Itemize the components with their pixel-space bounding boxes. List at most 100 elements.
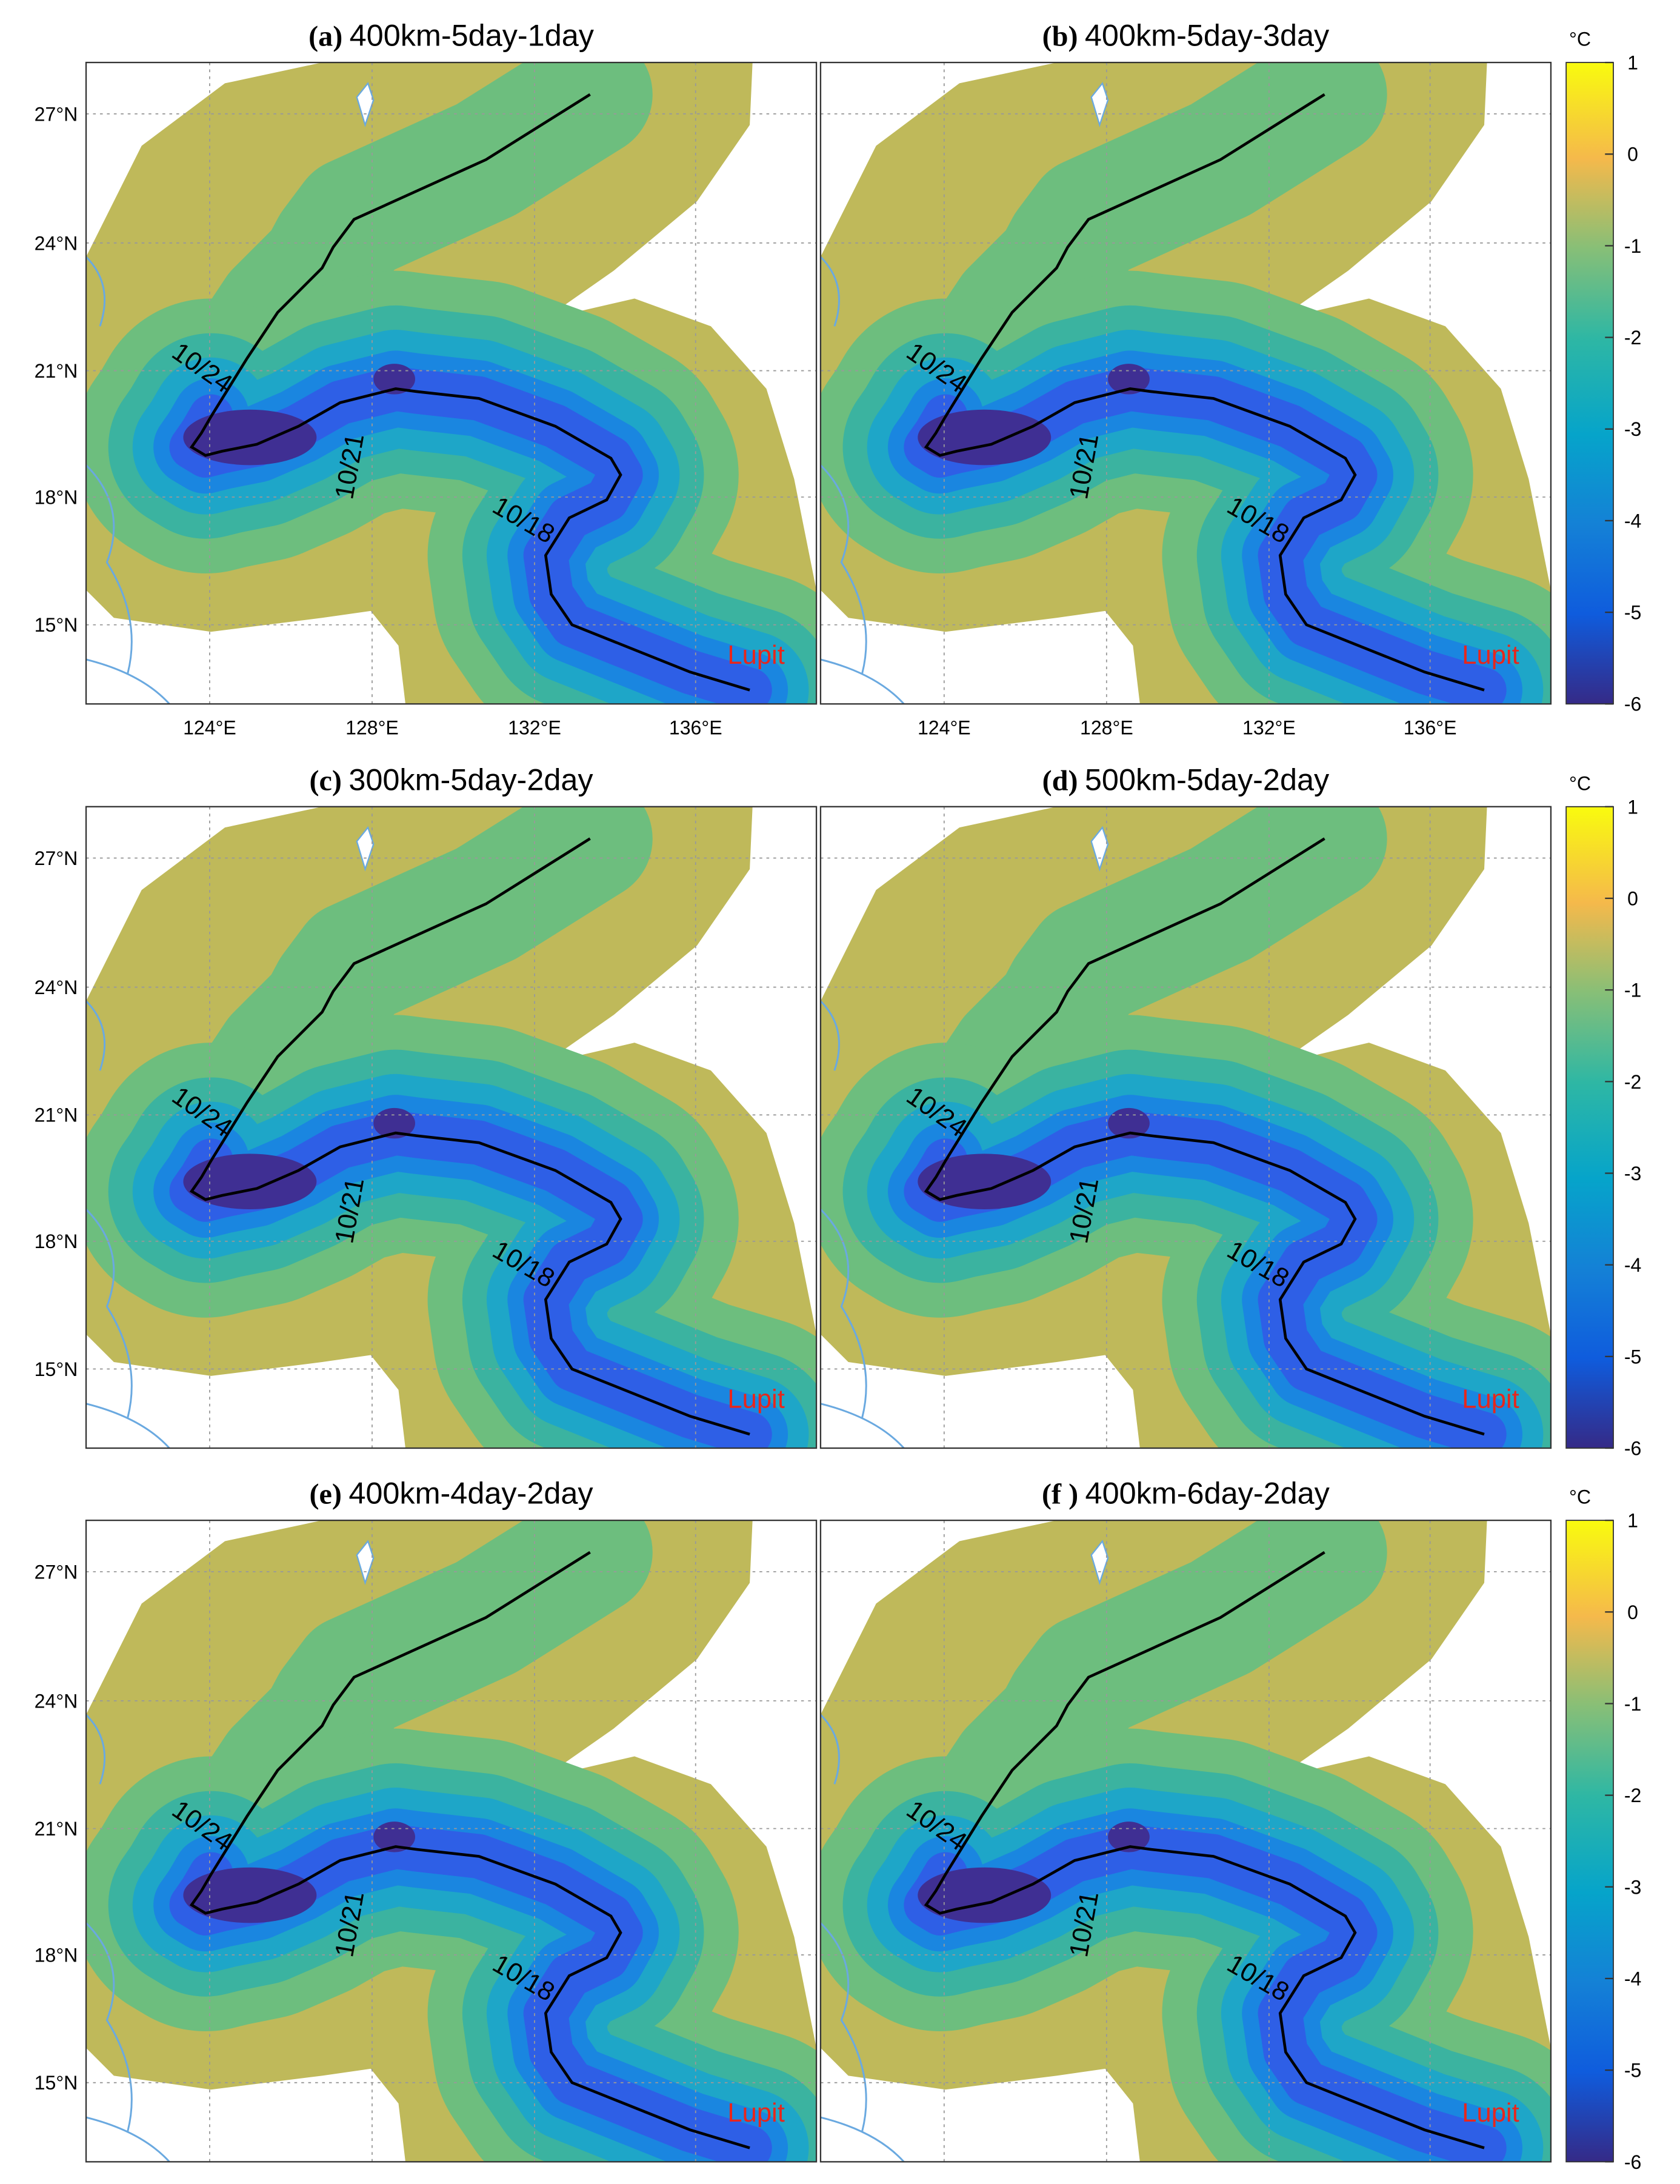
panel-label: (d)	[1042, 764, 1078, 796]
storm-name: Lupit	[1462, 641, 1519, 670]
cold-core	[918, 1154, 1052, 1210]
panel-label: (c)	[309, 764, 341, 796]
panel-title: (e) 400km-4day-2day	[309, 1476, 593, 1511]
cold-core	[1108, 1822, 1150, 1852]
x-tick-label: 128°E	[345, 717, 399, 739]
storm-track	[924, 1551, 1485, 2149]
map-content	[820, 806, 1551, 1449]
y-tick-label: 15°N	[35, 1358, 78, 1380]
colorbar-unit: °C	[1569, 772, 1591, 794]
island	[356, 1540, 375, 1585]
coastline	[820, 1000, 905, 1449]
map-content	[820, 62, 1551, 704]
colorbar-tick-label: 0	[1627, 1601, 1638, 1623]
island	[1090, 1540, 1109, 1585]
y-tick-label: 15°N	[35, 2072, 78, 2094]
panel-label: (a)	[308, 21, 342, 53]
panel-label: (f )	[1042, 1478, 1078, 1511]
colorbar-tick-label: -6	[1624, 2151, 1642, 2173]
coastline	[86, 256, 170, 704]
storm-track	[189, 1551, 750, 2149]
panel-title: (b) 400km-5day-3day	[1042, 18, 1330, 53]
cold-core	[373, 1107, 415, 1139]
colorbar-tick-label: 0	[1627, 144, 1638, 165]
cold-core	[918, 409, 1052, 466]
y-tick-label: 24°N	[35, 232, 78, 254]
panel-title-text: 400km-6day-2day	[1085, 1476, 1330, 1511]
panel-title: (c) 300km-5day-2day	[309, 762, 593, 796]
panel-label: (b)	[1042, 21, 1078, 53]
map-content	[86, 1520, 817, 2162]
colorbar-unit: °C	[1569, 28, 1591, 50]
colorbar-tick-label: -3	[1624, 418, 1642, 440]
map-content	[820, 1520, 1551, 2162]
x-tick-label: 132°E	[1242, 717, 1296, 739]
frame	[85, 806, 818, 1449]
colorbar-tick-label: -1	[1624, 235, 1642, 257]
y-tick-label: 18°N	[35, 1231, 78, 1252]
colorbar-tick-label: -5	[1624, 602, 1642, 624]
panel-title: (f ) 400km-6day-2day	[1042, 1476, 1330, 1511]
y-tick-label: 24°N	[35, 1690, 78, 1712]
x-tick-label: 124°E	[918, 717, 971, 739]
frame	[85, 61, 818, 705]
coastline	[820, 256, 905, 704]
y-tick-label: 27°N	[35, 1561, 78, 1583]
colorbar-tick-label: 1	[1627, 1510, 1638, 1532]
storm-name: Lupit	[727, 2099, 784, 2128]
colorbar-tick-label: -4	[1624, 1968, 1642, 1989]
colorbar-ramp	[1565, 806, 1614, 1449]
storm-name: Lupit	[1462, 1385, 1519, 1414]
island	[356, 82, 375, 127]
panel-title-text: 400km-4day-2day	[348, 1476, 593, 1511]
coastline	[86, 1714, 170, 2162]
storm-name: Lupit	[1462, 2099, 1519, 2128]
panel-title-text: 400km-5day-1day	[350, 18, 595, 53]
frame	[819, 61, 1552, 705]
colorbar-unit: °C	[1569, 1486, 1591, 1508]
cold-core	[183, 409, 317, 466]
storm-track	[924, 93, 1485, 692]
colorbar-tick-label: -2	[1624, 1785, 1642, 1806]
y-tick-label: 15°N	[35, 614, 78, 636]
coastline	[820, 1714, 905, 2162]
colorbar-ramp	[1565, 62, 1614, 705]
cold-core	[1108, 364, 1150, 395]
colorbar-tick-label: -5	[1624, 1346, 1642, 1368]
colorbar: °C 1 0 -1 -2 -3 -4 -5 -6	[1565, 772, 1642, 1459]
y-tick-label: 24°N	[35, 977, 78, 998]
colorbar: °C 1 0 -1 -2 -3 -4 -5 -6	[1565, 1486, 1642, 2173]
colorbar-tick-label: -4	[1624, 1254, 1642, 1276]
colorbar-tick-label: -6	[1624, 693, 1642, 715]
x-tick-label: 136°E	[669, 717, 722, 739]
island	[356, 826, 375, 872]
colorbar-tick-label: -1	[1624, 980, 1642, 1001]
map-content	[86, 806, 817, 1449]
y-tick-label: 21°N	[35, 1818, 78, 1840]
frame	[85, 1519, 818, 2163]
storm-track	[189, 93, 750, 692]
colorbar-tick-label: 1	[1627, 796, 1638, 818]
colorbar-tick-label: -3	[1624, 1163, 1642, 1184]
panel-title: (a) 400km-5day-1day	[308, 18, 595, 53]
y-tick-label: 18°N	[35, 1945, 78, 1966]
cold-core	[373, 1822, 415, 1852]
colorbar-tick-label: -3	[1624, 1876, 1642, 1898]
y-tick-label: 18°N	[35, 486, 78, 508]
colorbar-tick-label: -4	[1624, 510, 1642, 532]
colorbar: °C 1 0 -1 -2 -3 -4 -5 -6	[1565, 28, 1642, 715]
storm-name: Lupit	[727, 641, 784, 670]
y-tick-label: 27°N	[35, 103, 78, 125]
panel-title-text: 400km-5day-3day	[1085, 18, 1330, 53]
frame	[819, 806, 1552, 1449]
colorbar-tick-label: -2	[1624, 327, 1642, 349]
colorbar-tick-label: -6	[1624, 1437, 1642, 1459]
colorbar-tick-label: 0	[1627, 887, 1638, 909]
